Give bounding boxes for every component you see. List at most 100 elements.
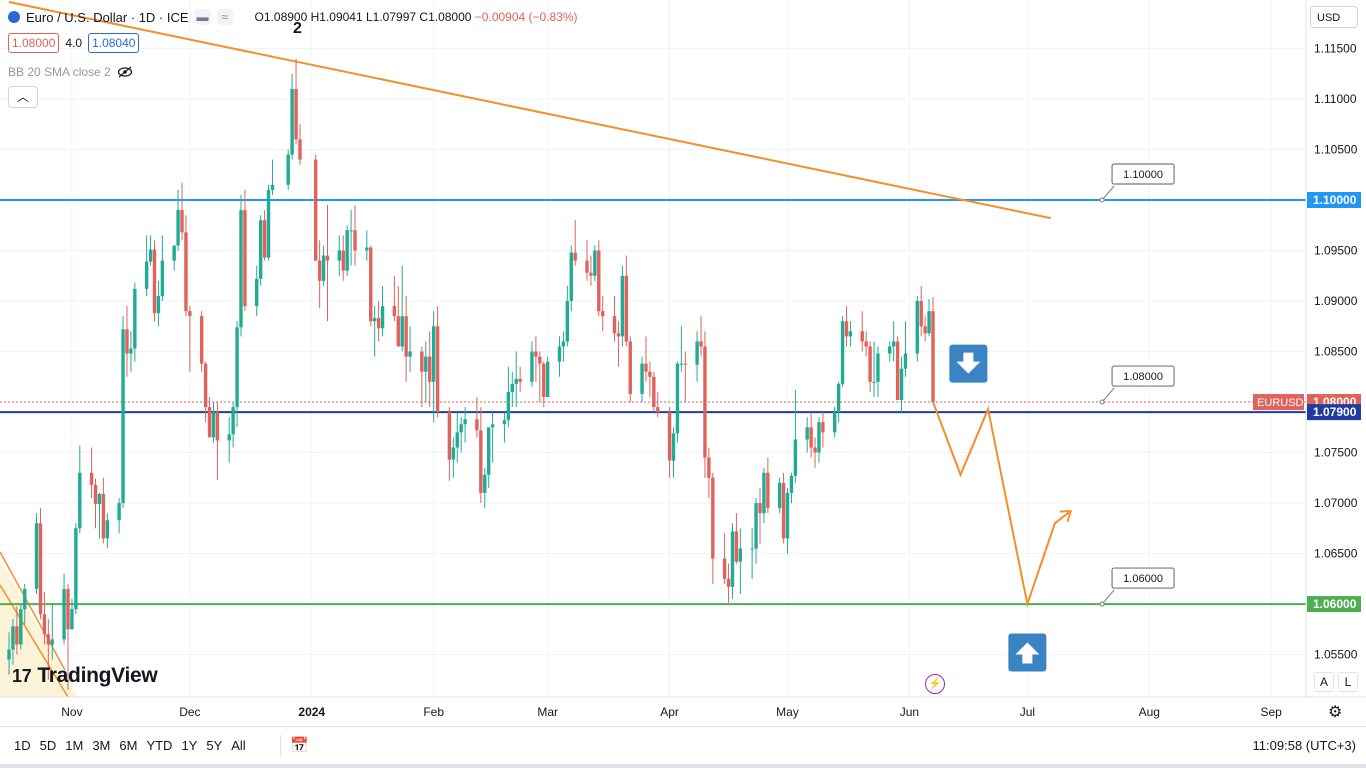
candle [215, 402, 220, 480]
candle-body [506, 391, 511, 421]
candle-body [766, 472, 770, 509]
candle [435, 306, 440, 418]
price-note: 1.10000 [1099, 163, 1175, 203]
candle-body [78, 472, 82, 529]
range-5d[interactable]: 5D [39, 738, 57, 753]
candle [534, 336, 538, 382]
axis-price-label-text: 1.06000 [1313, 597, 1357, 611]
symbol-title[interactable]: Euro / U.S. Dollar · 1D · ICE [26, 9, 189, 25]
sell-button[interactable]: 1.08000 [8, 33, 60, 53]
axis-price-label-text: 1.07900 [1313, 405, 1357, 419]
candle-body [793, 439, 798, 476]
candle [235, 321, 239, 428]
log-scale-button[interactable]: L [1338, 672, 1358, 692]
candle-body [156, 295, 161, 314]
candle-body [424, 356, 428, 372]
candle [679, 326, 684, 372]
candle [545, 356, 550, 397]
candle [97, 492, 102, 539]
candle [597, 240, 601, 317]
y-tick-label: 1.11000 [1314, 92, 1357, 106]
candle-body [679, 363, 684, 365]
candle-body [699, 341, 703, 347]
eye-off-icon[interactable] [117, 66, 133, 78]
wave-icon[interactable]: ≈ [216, 9, 233, 25]
candle-body [345, 230, 349, 271]
candle [919, 285, 923, 337]
candle-body [455, 432, 459, 448]
candle [231, 402, 235, 448]
candle-body [899, 368, 904, 401]
event-flash-icon[interactable]: ⚡ [925, 674, 945, 694]
candle [133, 282, 137, 362]
candle-body [270, 184, 275, 190]
currency-select[interactable]: USD [1310, 6, 1358, 28]
candle [707, 447, 711, 499]
range-all[interactable]: All [231, 738, 246, 753]
clock[interactable]: 11:09:58 (UTC+3) [1252, 738, 1356, 753]
minus-icon[interactable]: ▬ [194, 9, 211, 25]
range-6m[interactable]: 6M [119, 738, 138, 753]
candle-body [601, 311, 605, 317]
candle-body [160, 260, 165, 296]
candle [290, 73, 294, 160]
x-tick-label: Mar [537, 705, 558, 719]
candle-body [255, 278, 259, 307]
candle [479, 407, 483, 504]
gear-icon[interactable]: ⚙ [1328, 704, 1343, 721]
calendar-icon[interactable]: 📅 [290, 737, 309, 754]
indicator-label: BB 20 SMA close 2 [8, 65, 111, 79]
candle-body [349, 230, 353, 232]
price-chart[interactable]: 1.10000 1.08000 1.06000 1.05500 1.06000 1.065… [0, 0, 1366, 726]
range-1d[interactable]: 1D [14, 738, 31, 753]
indicator-legend[interactable]: BB 20 SMA close 2 [8, 65, 133, 79]
buy-button[interactable]: 1.08040 [88, 33, 140, 53]
candle [915, 295, 919, 362]
candle [431, 311, 436, 423]
candle [451, 437, 456, 478]
candle [475, 396, 479, 438]
candle-body [207, 407, 212, 438]
candle [372, 306, 377, 357]
candle [848, 321, 853, 347]
candle-body [876, 353, 880, 382]
y-tick-label: 1.06500 [1314, 547, 1358, 561]
candle [667, 407, 672, 478]
tradingview-logo[interactable]: 17 TradingView [12, 664, 158, 688]
candle [455, 412, 459, 463]
candle [738, 528, 743, 594]
candle [565, 285, 570, 347]
candle [156, 280, 161, 327]
range-1m[interactable]: 1M [65, 738, 84, 753]
candle-body [188, 311, 192, 317]
candle [923, 316, 927, 342]
candle [7, 632, 11, 675]
candle [612, 295, 617, 342]
candle-body [369, 247, 373, 322]
range-1y[interactable]: 1Y [181, 738, 198, 753]
candle [42, 591, 47, 645]
candle-body [927, 311, 931, 334]
candle-body [42, 614, 47, 635]
candle [74, 523, 78, 615]
range-5y[interactable]: 5Y [206, 738, 223, 753]
tradingview-logo-icon: 17 [12, 665, 32, 686]
candle-body [70, 609, 74, 630]
candle-body [380, 306, 385, 329]
candle [483, 467, 487, 509]
candle-body [931, 311, 935, 403]
candle-body [656, 407, 660, 413]
range-ytd[interactable]: YTD [146, 738, 173, 753]
candle-body [597, 250, 601, 312]
candle [656, 391, 660, 418]
collapse-legend-button[interactable]: ︿ [8, 86, 38, 108]
candle-body [396, 316, 400, 347]
auto-scale-button[interactable]: A [1314, 672, 1334, 692]
y-tick-label: 1.05500 [1314, 648, 1358, 662]
candle-body [23, 588, 27, 610]
range-3m[interactable]: 3M [92, 738, 111, 753]
candle-body [459, 424, 463, 433]
candle-body [530, 351, 534, 382]
divider [280, 735, 281, 757]
candle [117, 498, 121, 534]
